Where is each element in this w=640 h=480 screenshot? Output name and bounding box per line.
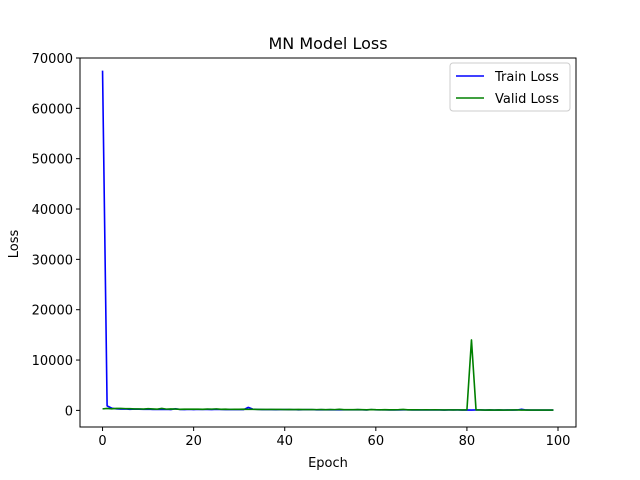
y-tick-label: 20000 (32, 304, 73, 319)
series-line-1 (102, 339, 554, 411)
plot-frame (79, 57, 577, 428)
x-axis: 0 20 40 60 80 100 (98, 427, 570, 449)
x-tick-label: 100 (546, 434, 571, 449)
y-axis-title: Loss (7, 230, 22, 259)
y-tick-label: 30000 (32, 253, 73, 268)
y-tick-label: 40000 (32, 203, 73, 218)
x-tick-label: 20 (185, 434, 202, 449)
series-line-0 (101, 70, 554, 411)
y-axis: 0 10000 20000 30000 40000 50000 60000 70000 (32, 52, 80, 419)
chart-title: MN Model Loss (268, 34, 387, 53)
x-tick-label: 60 (368, 434, 385, 449)
y-tick-label: 0 (65, 404, 73, 419)
x-tick-label: 80 (459, 434, 476, 449)
legend: Train Loss Valid Loss (449, 62, 571, 112)
y-tick-label: 10000 (32, 354, 73, 369)
plot-lines (101, 70, 554, 411)
y-tick-label: 70000 (32, 52, 73, 67)
x-axis-title: Epoch (308, 456, 348, 471)
x-tick-label: 0 (98, 434, 106, 449)
legend-box (449, 62, 571, 112)
x-tick-label: 40 (276, 434, 293, 449)
y-tick-label: 50000 (32, 153, 73, 168)
legend-label-0: Train Loss (494, 70, 559, 85)
legend-label-1: Valid Loss (495, 92, 559, 107)
y-tick-label: 60000 (32, 102, 73, 117)
